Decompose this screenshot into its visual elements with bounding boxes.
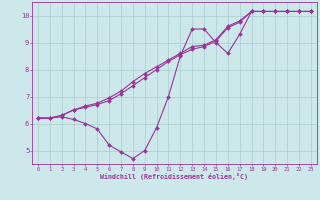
X-axis label: Windchill (Refroidissement éolien,°C): Windchill (Refroidissement éolien,°C) [100,173,248,180]
